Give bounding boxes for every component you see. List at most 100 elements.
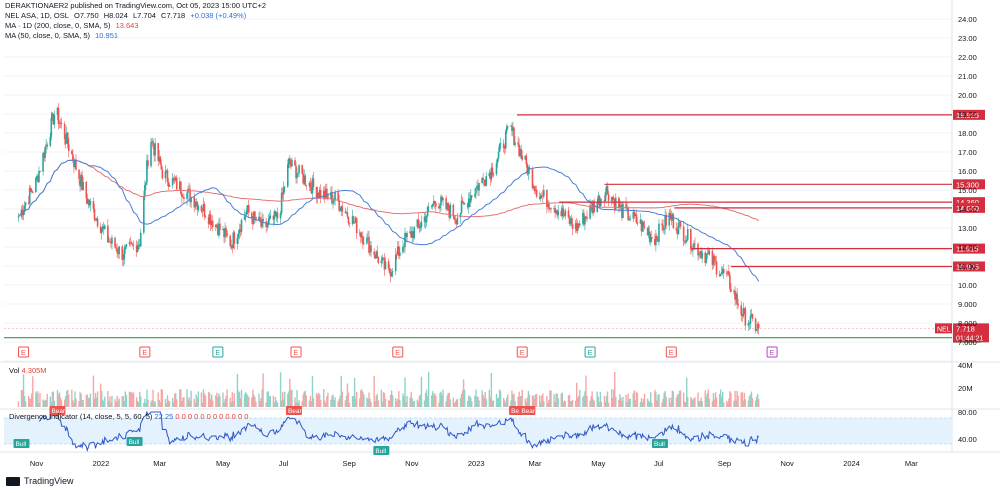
candle-body [323,190,326,199]
volume-bar [449,399,451,407]
volume-bar [94,392,97,407]
earnings-marker [139,346,151,358]
candle [37,173,39,183]
volume-bar [579,389,581,407]
candle [488,169,491,178]
candle-body [722,268,725,274]
tradingview-logo[interactable]: TradingView [6,476,74,486]
candle-body [592,202,594,213]
candle [411,225,413,243]
volume-bar [337,401,339,407]
candle-body [103,225,106,229]
candle [435,201,437,212]
candle-body [143,196,145,233]
candle [219,217,221,236]
volume-bar [182,397,184,407]
divergence-label: Divergence Indicator (14, close, 5, 5, 6… [9,412,153,421]
divergence-value: 22.25 [154,412,174,421]
volume-bar [173,393,176,407]
volume-bar [636,393,639,407]
volume-bar [338,398,340,407]
volume-bar [646,398,649,407]
candle [238,223,241,240]
candle-body [181,193,183,197]
volume-bar [42,399,44,407]
candle [377,256,380,265]
candle-body [513,127,515,146]
volume-bar [326,396,328,407]
candle [78,168,80,185]
candle-body [478,183,480,191]
volume-bar [298,400,300,407]
candle-body [742,308,745,317]
volume-bar [311,375,314,407]
candle-body [151,141,153,143]
ma200-legend[interactable]: MA · 1D (200, close, 0, SMA, 5) 13.643 [5,21,142,31]
candle-body [430,205,433,207]
ma200-value: 13.643 [115,21,139,30]
candle [514,136,516,148]
candle [629,214,631,222]
candle-body [115,247,117,249]
volume-bar [740,392,742,407]
candle-body [423,216,426,222]
volume-bar [272,395,275,407]
candle [210,220,213,230]
candle-body [332,201,334,204]
candle [99,222,102,234]
candle-body [417,219,420,225]
divergence-tag-label: Bear [288,408,303,415]
candle-body [347,216,350,224]
candle-body [698,253,700,256]
candle [217,222,219,236]
candle [613,197,616,214]
resistance-badge [953,243,985,254]
ma50-legend[interactable]: MA (50, close, 0, SMA, 5) 10.951 [5,31,121,41]
candle-body [453,216,456,220]
volume-bars [17,371,760,407]
candle-body [261,218,263,227]
candle [334,189,336,206]
candle-body [325,188,327,199]
volume-bar [446,395,448,407]
candle [670,210,673,226]
candle [21,204,24,221]
candle-body [111,237,113,244]
candle [502,139,505,153]
volume-bar [460,393,463,407]
candle [58,120,61,129]
candle [202,197,205,212]
volume-bar [319,399,322,407]
candle [373,248,375,259]
candle-body [606,186,609,195]
candle-body [66,132,69,145]
candle-body [310,187,313,194]
candle-body [254,211,256,217]
volume-bar [352,396,355,407]
candle-body [654,239,656,245]
candle [582,209,584,226]
volume-bar [115,402,117,407]
candle [382,256,385,260]
candle [82,177,84,191]
candle-body [669,212,672,216]
divergence-legend[interactable]: Divergence Indicator (14, close, 5, 5, 6… [9,412,248,421]
candle-body [42,152,44,172]
time-axis: Nov 2022 Mar May Jul Sep Nov 2023 Mar May Jul Sep No… [30,459,918,468]
volume-bar [80,393,82,407]
candle [549,207,551,211]
candle [650,230,653,243]
candle [237,229,240,244]
volume-bar [139,391,141,407]
volume-bar [484,391,486,407]
volume-bar [664,391,666,407]
volume-bar [403,396,405,407]
volume-bar [252,389,254,407]
volume-bar [390,390,393,407]
volume-legend[interactable]: Vol 4.305M [9,366,47,375]
candle-body [168,185,171,187]
candle-body [643,226,646,228]
volume-bar [217,397,219,407]
volume-bar [470,397,472,407]
